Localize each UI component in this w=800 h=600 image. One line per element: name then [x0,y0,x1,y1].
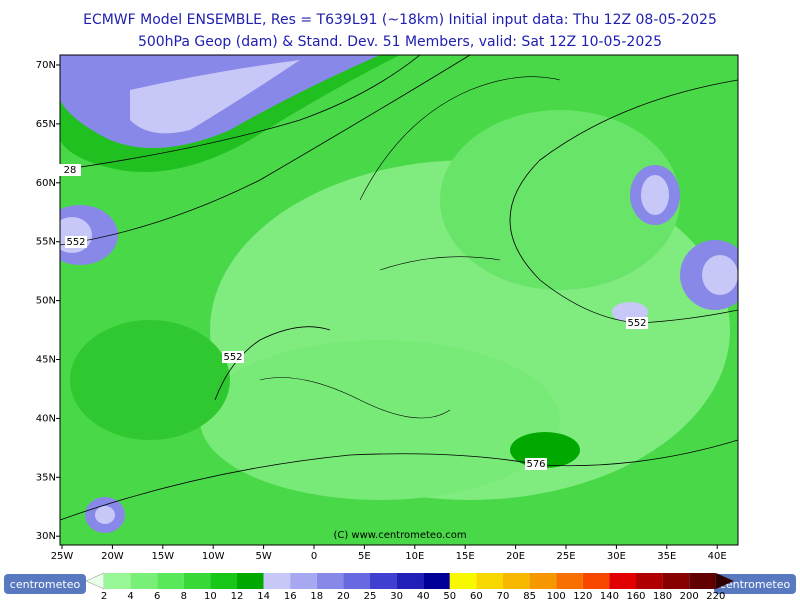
colorbar-label: 220 [706,591,725,600]
colorbar-label: 160 [626,591,645,600]
colorbar-box [449,573,477,589]
contour-label: 576 [526,459,545,470]
lat-label: 65N [36,119,56,130]
copyright: (C) www.centrometeo.com [333,530,466,541]
lon-label: 10W [202,551,225,562]
colorbar-box [210,573,237,589]
colorbar-box [476,573,503,589]
lon-label: 15W [151,551,174,562]
colorbar-label: 40 [417,591,430,600]
lon-label: 15E [456,551,475,562]
contour-label: 552 [223,352,242,363]
map-frame [59,54,739,546]
colorbar-end [715,573,734,589]
colorbar-box [104,573,131,589]
contour-label-bg [222,351,244,363]
contour-label: 552 [627,318,646,329]
lon-label: 5W [255,551,271,562]
lon-label: 40E [708,551,727,562]
title: ECMWF Model ENSEMBLE, Res = T639L91 (~18… [83,12,717,28]
lon-label: 35E [657,551,676,562]
colorbar-label: 8 [181,591,187,600]
logo-right: centrometeo [720,578,791,591]
contour-label: 28 [64,165,77,176]
colorbar-box [343,573,370,589]
lon-label: 20E [506,551,525,562]
colorbar-box [689,573,716,589]
colorbar-label: 120 [573,591,592,600]
lon-label: 25E [556,551,575,562]
subtitle: 500hPa Geop (dam) & Stand. Dev. 51 Membe… [138,34,662,50]
lon-label: 30E [607,551,626,562]
colorbar-label: 180 [653,591,672,600]
logo-left: centrometeo [10,578,81,591]
colorbar-label: 12 [231,591,244,600]
colorbar-label: 25 [364,591,377,600]
colorbar-box [130,573,158,589]
colorbar-label: 16 [284,591,297,600]
contour-label-bg [626,317,648,329]
colorbar-box [529,573,557,589]
colorbar-label: 18 [310,591,323,600]
colorbar-box [636,573,663,589]
colorbar-label: 30 [390,591,403,600]
colorbar-box [662,573,690,589]
lat-label: 55N [36,237,56,248]
logo-left-bg [4,574,86,594]
colorbar-box [396,573,424,589]
colorbar-label: 14 [257,591,270,600]
lon-label: 20W [101,551,124,562]
contour-label-bg [59,164,81,176]
colorbar-label: 200 [680,591,699,600]
colorbar-label: 85 [523,591,536,600]
colorbar-box [316,573,344,589]
lat-label: 70N [36,60,56,71]
colorbar-box [556,573,583,589]
colorbar-label: 6 [154,591,160,600]
colorbar-box [183,573,211,589]
colorbar-label: 10 [204,591,217,600]
colorbar-box [423,573,450,589]
contour-label-bg [525,458,547,470]
logo-right-bg [714,574,796,594]
lat-label: 45N [36,355,56,366]
lat-label: 30N [36,531,56,542]
colorbar-box [370,573,397,589]
lat-label: 40N [36,413,56,424]
colorbar-label: 100 [547,591,566,600]
lon-label: 0 [311,551,317,562]
colorbar: 2 4 6 8 10 12 14 16 18 20 25 30 40 50 60 70 85 100 120 140 1… [85,572,734,600]
lon-label: 5E [358,551,371,562]
colorbar-box [503,573,530,589]
map-field [60,55,738,545]
colorbar-box [582,573,610,589]
contour-label: 552 [66,237,85,248]
contour-labels: 28 552 552 552 576 [59,164,648,470]
colorbar-box [609,573,636,589]
lon-label: 25W [51,551,74,562]
colorbar-box [157,573,184,589]
lon-label: 10E [405,551,424,562]
colorbar-label: 60 [470,591,483,600]
contour-label-bg [65,236,87,248]
colorbar-label: 70 [497,591,510,600]
colorbar-box [263,573,291,589]
colorbar-label: 2 [101,591,107,600]
colorbar-box [290,573,317,589]
colorbar-label: 20 [337,591,350,600]
colorbar-label: 140 [600,591,619,600]
lat-label: 60N [36,178,56,189]
lat-label: 35N [36,472,56,483]
axes: 70N 65N 60N 55N 50N 45N 40N 35N 30N 25W 20W 15W 10W 5… [36,60,727,562]
lat-label: 50N [36,296,56,307]
colorbar-box [237,573,264,589]
colorbar-label: 4 [127,591,133,600]
colorbar-label: 50 [443,591,456,600]
